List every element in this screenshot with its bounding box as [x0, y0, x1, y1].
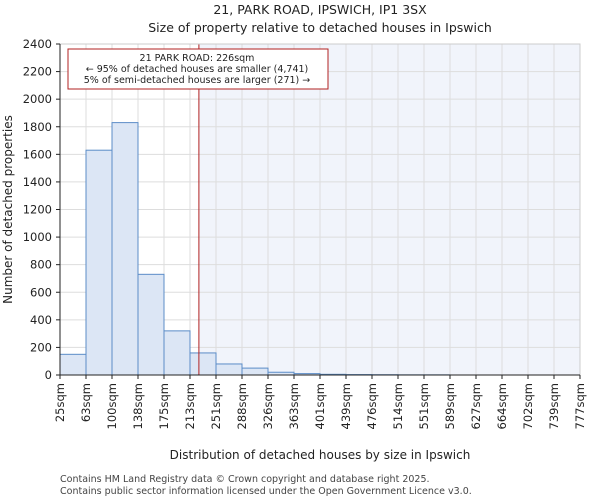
bar — [241, 367, 269, 376]
x-tick-label: 25sqm — [53, 383, 67, 422]
x-tick-label: 363sqm — [287, 383, 301, 429]
bar — [111, 122, 139, 376]
y-tick-label: 1200 — [23, 203, 52, 217]
bars — [59, 122, 451, 376]
x-tick-label: 739sqm — [547, 383, 561, 429]
y-tick-label: 1400 — [23, 175, 52, 189]
x-axis-label: Distribution of detached houses by size … — [170, 448, 471, 462]
x-tick-label: 401sqm — [313, 383, 327, 429]
bar — [59, 353, 87, 376]
y-tick-label: 400 — [30, 313, 52, 327]
y-tick-label: 0 — [45, 368, 52, 382]
x-tick-label: 476sqm — [365, 383, 379, 429]
y-tick-label: 2000 — [23, 92, 52, 106]
x-tick-label: 551sqm — [417, 383, 431, 429]
x-tick-label: 326sqm — [261, 383, 275, 429]
x-tick-label: 138sqm — [131, 383, 145, 429]
y-axis: 0 200 400 600 800 1000 1200 1400 1600 1800 2000 220… — [23, 37, 61, 382]
y-tick-label: 600 — [30, 285, 52, 299]
y-tick-label: 2400 — [23, 37, 52, 51]
x-tick-label: 702sqm — [521, 383, 535, 429]
footer-line-1: Contains HM Land Registry data © Crown c… — [60, 474, 430, 485]
bar — [163, 330, 191, 376]
x-axis: 25sqm 63sqm 100sqm 138sqm 175sqm 213sqm 251sqm… — [53, 374, 587, 429]
y-tick-label: 1800 — [23, 120, 52, 134]
y-tick-label: 200 — [30, 340, 52, 354]
plot-area: 21 PARK ROAD: 226sqm ← 95% of detached h… — [59, 43, 581, 376]
bar — [85, 149, 113, 376]
x-tick-label: 175sqm — [157, 383, 171, 429]
x-tick-label: 514sqm — [391, 383, 405, 429]
x-tick-label: 664sqm — [495, 383, 509, 429]
y-tick-label: 1000 — [23, 230, 52, 244]
x-tick-label: 589sqm — [443, 383, 457, 429]
y-tick-label: 800 — [30, 258, 52, 272]
x-tick-label: 100sqm — [105, 383, 119, 429]
chart-title: 21, PARK ROAD, IPSWICH, IP1 3SX — [213, 2, 427, 17]
y-axis-label: Number of detached properties — [1, 115, 15, 304]
annotation-line-2: ← 95% of detached houses are smaller (4,… — [86, 64, 309, 75]
x-tick-label: 288sqm — [235, 383, 249, 429]
x-tick-label: 777sqm — [573, 383, 587, 429]
bar — [137, 273, 165, 376]
annotation-line-3: 5% of semi-detached houses are larger (2… — [84, 75, 311, 86]
x-tick-label: 251sqm — [209, 383, 223, 429]
annotation-line-1: 21 PARK ROAD: 226sqm — [140, 53, 255, 64]
bar — [215, 363, 243, 376]
x-tick-label: 63sqm — [79, 383, 93, 422]
x-tick-label: 439sqm — [339, 383, 353, 429]
annotation-border — [67, 48, 329, 90]
chart-subtitle: Size of property relative to detached ho… — [148, 20, 492, 35]
annotation-box: 21 PARK ROAD: 226sqm ← 95% of detached h… — [67, 48, 329, 90]
bar — [189, 352, 217, 376]
y-tick-label: 1600 — [23, 147, 52, 161]
x-tick-label: 627sqm — [469, 383, 483, 429]
x-tick-label: 213sqm — [183, 383, 197, 429]
footer-line-2: Contains public sector information licen… — [60, 486, 472, 497]
y-tick-label: 2200 — [23, 65, 52, 79]
